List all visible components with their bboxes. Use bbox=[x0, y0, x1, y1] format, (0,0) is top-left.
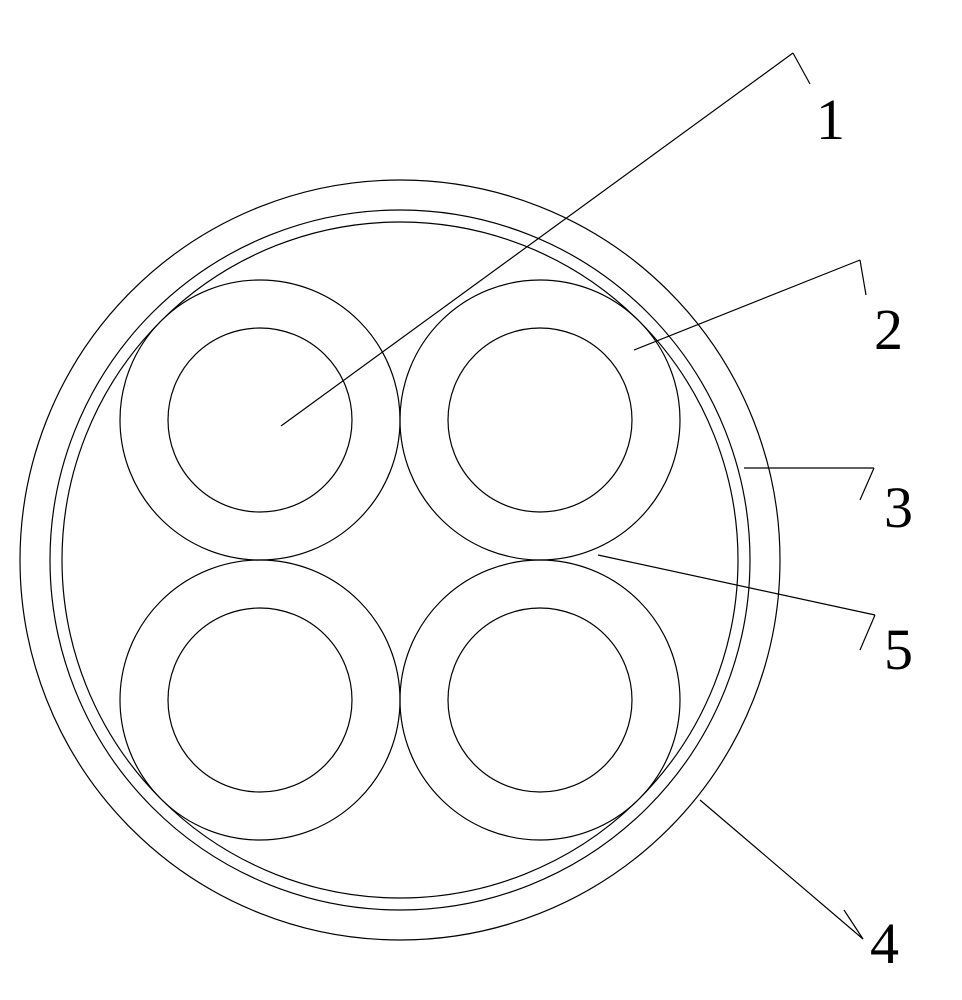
outer-jacket-rings bbox=[20, 180, 780, 940]
label-1: 1 bbox=[816, 86, 845, 153]
label-2: 2 bbox=[874, 296, 903, 363]
label-3: 3 bbox=[884, 474, 913, 541]
cable-cross-section-diagram: 1 2 3 5 4 bbox=[0, 0, 962, 1000]
leader-lines bbox=[281, 53, 875, 939]
label-5: 5 bbox=[884, 616, 913, 683]
label-4: 4 bbox=[870, 910, 899, 977]
inner-conductor-units bbox=[120, 280, 680, 840]
